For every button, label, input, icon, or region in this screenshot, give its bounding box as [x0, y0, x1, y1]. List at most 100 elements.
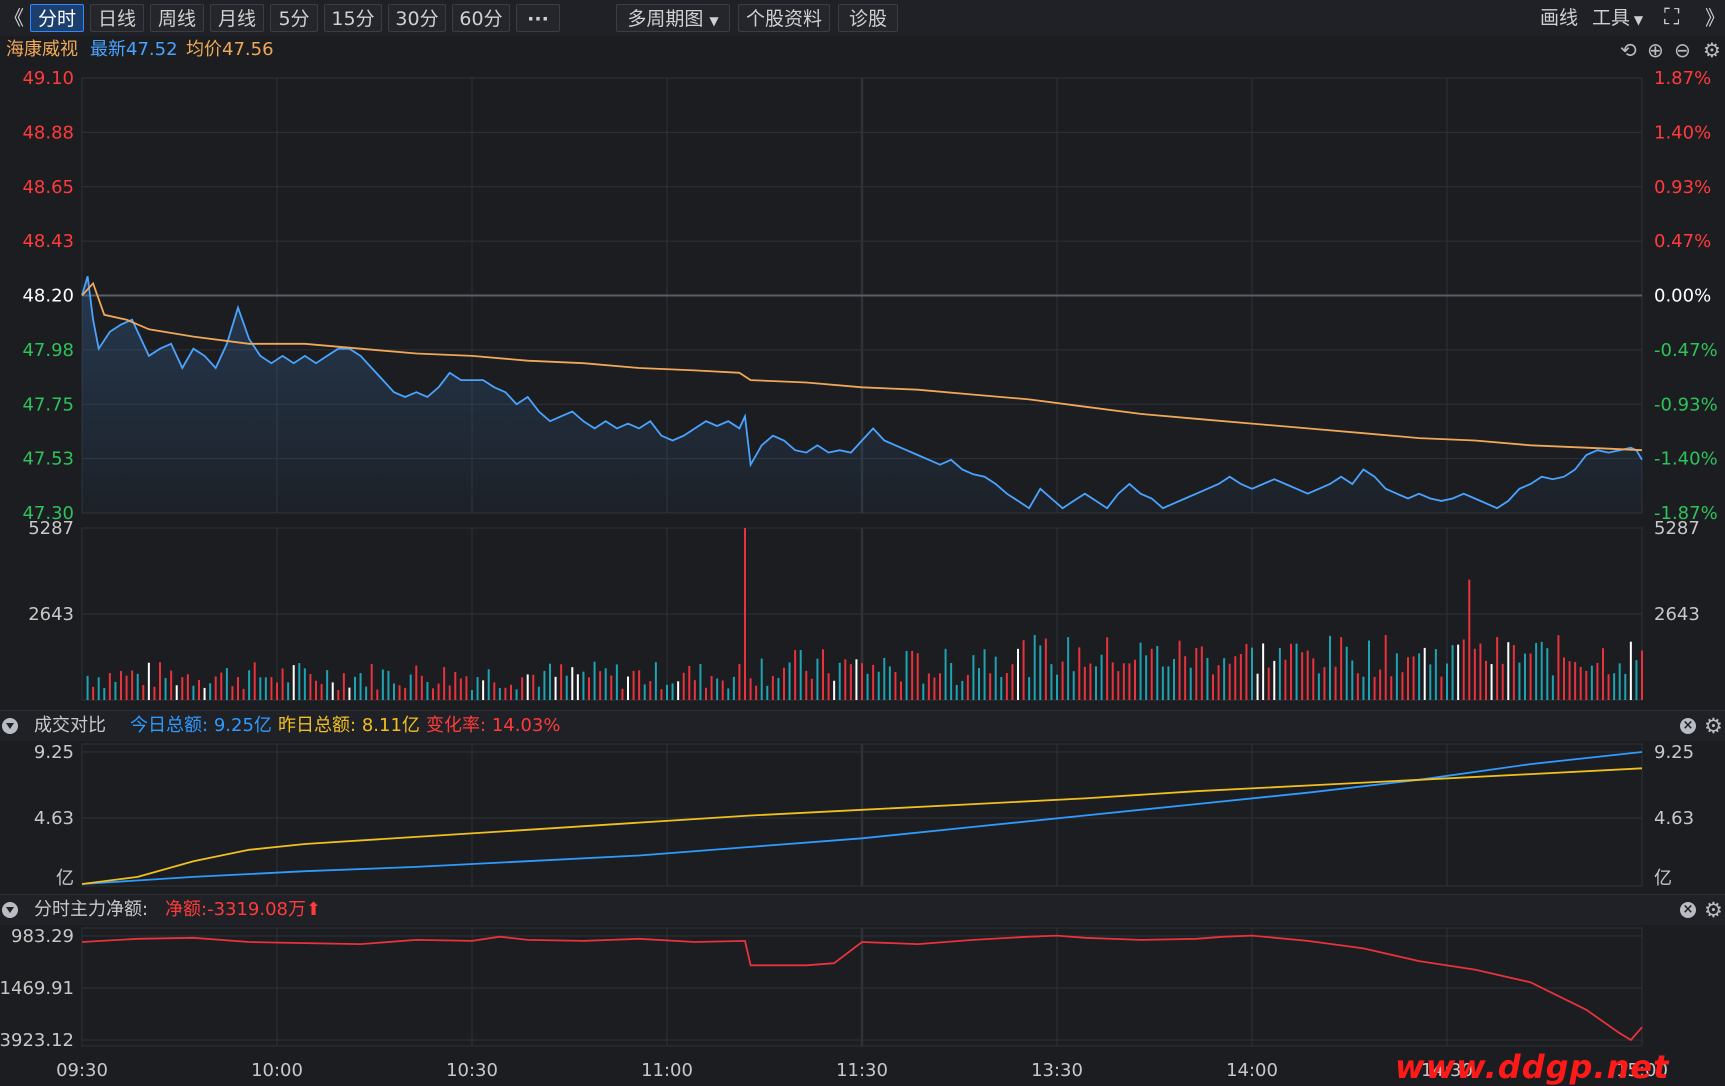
toolbar: 《 分时 日线 周线 月线 5分 15分 30分 60分 ··· 多周期图 ▼ … — [0, 0, 1725, 37]
undo-icon[interactable]: ⟲ — [1620, 38, 1637, 62]
pct-tick-label: -1.40% — [1654, 449, 1718, 470]
price-area — [82, 276, 1642, 513]
turnover-compare-title: 成交对比 — [34, 715, 106, 736]
collapse-toggle-icon[interactable] — [2, 902, 18, 918]
gear-icon[interactable]: ⚙ — [1704, 714, 1723, 738]
price-tick-label: 47.98 — [22, 340, 74, 361]
panel-frame — [81, 743, 1643, 887]
close-icon[interactable]: × — [1680, 902, 1696, 918]
tab-15min[interactable]: 15分 — [324, 4, 382, 32]
turnover-tick-label: 4.63 — [34, 808, 74, 829]
pct-tick-label: 0.93% — [1654, 177, 1711, 198]
more-periods-button[interactable]: ··· — [516, 4, 560, 32]
turnover-tick-label: 4.63 — [1654, 808, 1694, 829]
chevron-down-icon: ▼ — [709, 14, 719, 28]
time-axis-label: 09:30 — [56, 1060, 108, 1081]
close-icon[interactable]: × — [1680, 718, 1696, 734]
collapse-toggle-icon[interactable] — [2, 718, 18, 734]
time-axis-label: 10:30 — [446, 1060, 498, 1081]
volume-tick-label: 2643 — [1654, 604, 1700, 625]
time-axis-label: 14:30 — [1421, 1060, 1473, 1081]
price-tick-label: 49.10 — [22, 68, 74, 89]
pct-tick-label: 0.47% — [1654, 231, 1711, 252]
price-tick-label: 48.65 — [22, 177, 74, 198]
time-axis-label: 14:00 — [1226, 1060, 1278, 1081]
price-tick-label: 47.30 — [22, 503, 74, 524]
time-axis-label: 15:00 — [1616, 1060, 1668, 1081]
avg-value: 47.56 — [222, 39, 274, 60]
settings-gear-icon[interactable]: ⚙ — [1703, 38, 1721, 62]
turnover-tick-label: 亿 — [56, 868, 74, 889]
net-amount: 净额:-3319.08万⬆ — [165, 898, 321, 922]
change-rate-label: 变化率: — [426, 715, 487, 736]
time-axis-label: 11:00 — [641, 1060, 693, 1081]
tools-label: 工具 — [1592, 7, 1631, 29]
multi-period-dropdown[interactable]: 多周期图 ▼ — [616, 4, 730, 32]
yesterday-total: 昨日总额: 8.11亿 — [278, 714, 420, 738]
turnover-tick-label: 亿 — [1654, 868, 1672, 889]
pct-tick-label: 1.87% — [1654, 68, 1711, 89]
today-total-label: 今日总额: — [130, 715, 209, 736]
fullscreen-icon[interactable]: ⛶ — [1664, 5, 1680, 30]
tab-30min[interactable]: 30分 — [388, 4, 446, 32]
volume-tick-label: 2643 — [28, 604, 74, 625]
series-line-price — [81, 275, 1643, 510]
today-total-value: 9.25亿 — [213, 715, 272, 736]
capital-flow-header: 分时主力净额: 净额:-3319.08万⬆ × ⚙ — [0, 894, 1725, 925]
price-tick-label: 47.53 — [22, 449, 74, 470]
watermark: www.ddgp.net — [1395, 1048, 1670, 1086]
multi-period-label: 多周期图 — [627, 8, 704, 30]
tab-fenshi[interactable]: 分时 — [30, 4, 84, 32]
yesterday-total-label: 昨日总额: — [278, 715, 357, 736]
flow-tick-label: -3923.12 — [0, 1030, 74, 1051]
tab-monthly[interactable]: 月线 — [210, 4, 264, 32]
pct-tick-label: 0.00% — [1654, 286, 1711, 307]
time-axis-label: 11:30 — [836, 1060, 888, 1081]
pct-tick-label: -1.87% — [1654, 503, 1718, 524]
series-line-today — [81, 751, 1643, 885]
price-tick-label: 48.20 — [22, 286, 74, 307]
pct-tick-label: -0.93% — [1654, 394, 1718, 415]
turnover-tick-label: 9.25 — [34, 742, 74, 763]
series-line-avg — [81, 281, 1643, 452]
stock-name: 海康威视 — [6, 39, 78, 60]
price-tick-label: 47.75 — [22, 394, 74, 415]
tab-daily[interactable]: 日线 — [90, 4, 144, 32]
capital-flow-title: 分时主力净额: — [34, 899, 149, 920]
collapse-right-button[interactable]: 》 — [1705, 6, 1725, 30]
series-line-yesterday — [81, 767, 1643, 885]
yesterday-total-value: 8.11亿 — [361, 715, 420, 736]
diagnose-button[interactable]: 诊股 — [838, 4, 898, 32]
collapse-left-button[interactable]: 《 — [4, 6, 24, 30]
latest-value: 47.52 — [126, 39, 178, 60]
price-tick-label: 48.88 — [22, 122, 74, 143]
stock-info-button[interactable]: 个股资料 — [738, 4, 830, 32]
gear-icon[interactable]: ⚙ — [1704, 898, 1723, 922]
tools-dropdown[interactable]: 工具 ▼ — [1592, 4, 1643, 32]
volume-tick-label: 5287 — [28, 518, 74, 539]
time-axis-label: 10:00 — [251, 1060, 303, 1081]
net-amount-value: -3319.08万 — [207, 899, 307, 920]
time-axis-label: 13:30 — [1031, 1060, 1083, 1081]
tab-weekly[interactable]: 周线 — [150, 4, 204, 32]
turnover-tick-label: 9.25 — [1654, 742, 1694, 763]
pct-tick-label: 1.40% — [1654, 122, 1711, 143]
latest-label: 最新 — [90, 39, 126, 60]
panel-frame — [81, 927, 1643, 1047]
zoom-out-icon[interactable]: ⊖ — [1674, 38, 1691, 62]
volume-tick-label: 5287 — [1654, 518, 1700, 539]
chevron-down-icon: ▼ — [1630, 13, 1644, 27]
tab-5min[interactable]: 5分 — [270, 4, 318, 32]
zoom-in-icon[interactable]: ⊕ — [1647, 38, 1664, 62]
avg-label: 均价 — [186, 39, 222, 60]
turnover-compare-header: 成交对比 今日总额: 9.25亿 昨日总额: 8.11亿 变化率: 14.03%… — [0, 710, 1725, 741]
tab-60min[interactable]: 60分 — [452, 4, 510, 32]
flow-tick-label: -1469.91 — [0, 978, 74, 999]
price-tick-label: 48.43 — [22, 231, 74, 252]
up-arrow-icon: ⬆ — [306, 899, 322, 920]
draw-line-button[interactable]: 画线 — [1540, 7, 1579, 29]
net-amount-label: 净额: — [165, 899, 208, 920]
today-total: 今日总额: 9.25亿 — [130, 714, 272, 738]
change-rate-value: 14.03% — [491, 715, 561, 736]
